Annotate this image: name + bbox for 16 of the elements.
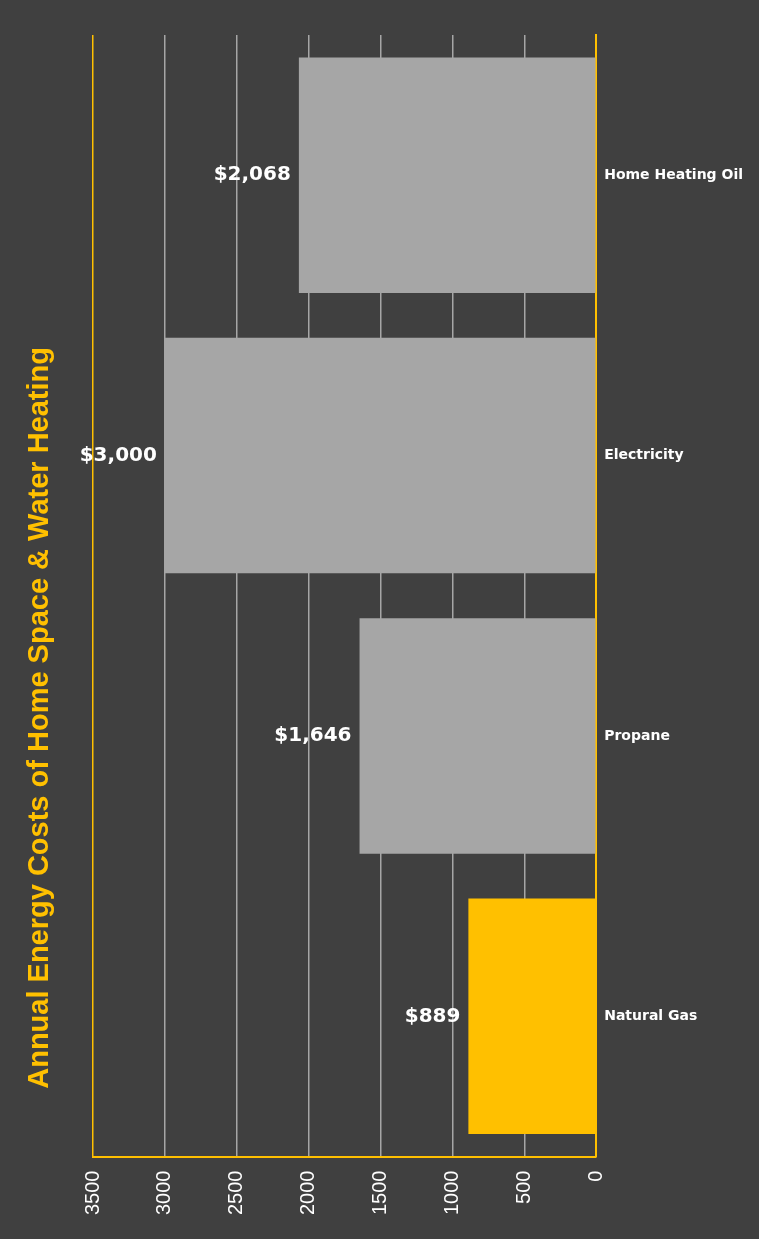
data-label: $1,646 [274, 722, 352, 747]
x-tick-label: 2500 [224, 1170, 247, 1216]
x-tick-label: 2000 [296, 1170, 319, 1216]
y-tick-label: Home Heating Oil [604, 165, 744, 182]
x-tick-label: 0 [583, 1170, 606, 1182]
y-tick-label: Natural Gas [604, 1006, 698, 1023]
x-tick-label: 3500 [80, 1170, 103, 1216]
y-tick-label: Propane [604, 726, 670, 743]
y-tick-label: Electricity [604, 446, 684, 463]
x-tick-label: 1000 [439, 1170, 462, 1216]
data-label: $2,068 [213, 161, 291, 186]
x-tick-label: 1500 [368, 1170, 391, 1216]
text: Annual Energy Costs of Home Space & Water Heating [22, 347, 55, 1089]
data-label: $889 [404, 1002, 461, 1027]
x-tick-label: 3000 [152, 1170, 175, 1216]
x-tick-label: 500 [511, 1170, 534, 1204]
